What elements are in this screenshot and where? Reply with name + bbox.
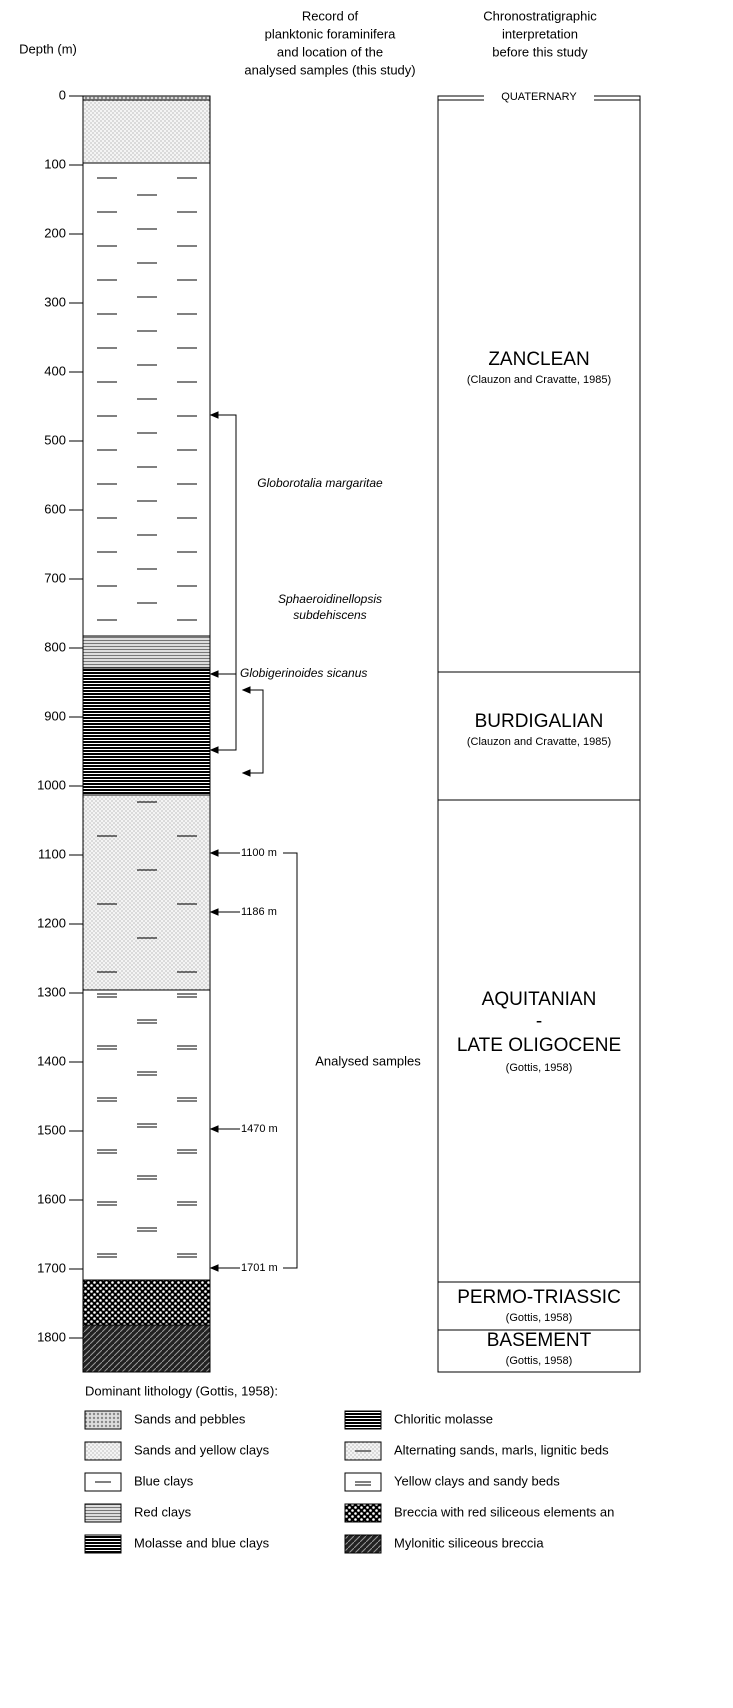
sample-label: 1701 m xyxy=(241,1262,278,1274)
stage-source: (Gottis, 1958) xyxy=(506,1355,573,1367)
annotation: Globorotalia margaritae xyxy=(257,476,383,490)
depth-tick-label: 500 xyxy=(44,432,66,447)
depth-tick-label: 1300 xyxy=(37,984,66,999)
stage-name: BURDIGALIAN xyxy=(475,711,604,732)
depth-tick-label: 1700 xyxy=(37,1260,66,1275)
lithology-column xyxy=(82,95,211,1373)
arrowhead xyxy=(209,849,219,857)
depth-tick-label: 0 xyxy=(59,87,66,102)
depth-tick-label: 900 xyxy=(44,708,66,723)
layer xyxy=(82,95,211,101)
arrowhead xyxy=(209,746,219,754)
depth-tick-label: 100 xyxy=(44,156,66,171)
annotation: Globigerinoides sicanus xyxy=(240,666,367,680)
layer xyxy=(82,99,211,164)
depth-tick-label: 600 xyxy=(44,501,66,516)
stage-source: (Gottis, 1958) xyxy=(506,1312,573,1324)
stage-name: LATE OLIGOCENE xyxy=(457,1035,621,1056)
stage-source: (Clauzon and Cravatte, 1985) xyxy=(467,374,611,386)
layer xyxy=(82,989,211,1281)
depth-tick-label: 400 xyxy=(44,363,66,378)
annotation: Sphaeroidinellopsis xyxy=(278,592,382,606)
legend-label: Sands and yellow clays xyxy=(134,1442,270,1457)
depth-tick-label: 700 xyxy=(44,570,66,585)
label-bg xyxy=(484,90,594,104)
header: analysed samples (this study) xyxy=(244,62,415,77)
bracket xyxy=(250,689,264,774)
annotation: subdehiscens xyxy=(293,608,366,622)
depth-tick-label: 1600 xyxy=(37,1191,66,1206)
stage-name: PERMO-TRIASSIC xyxy=(457,1287,621,1308)
header: interpretation xyxy=(502,26,578,41)
arrowhead xyxy=(209,411,219,419)
arrowhead xyxy=(241,686,251,694)
legend-swatch xyxy=(344,1503,382,1523)
legend-swatch xyxy=(344,1534,382,1554)
legend-swatch xyxy=(344,1410,382,1430)
legend-title: Dominant lithology (Gottis, 1958): xyxy=(85,1383,278,1398)
depth-tick-label: 800 xyxy=(44,639,66,654)
layer xyxy=(82,1324,211,1373)
legend-swatch xyxy=(84,1534,122,1554)
arrowhead xyxy=(209,1264,219,1272)
stage-name: QUATERNARY xyxy=(501,91,577,103)
header: and location of the xyxy=(277,44,383,59)
stage-box xyxy=(437,95,641,1373)
legend: Dominant lithology (Gottis, 1958): Sands … xyxy=(84,1383,614,1554)
legend-swatch xyxy=(84,1441,122,1461)
stage-name: - xyxy=(536,1011,542,1032)
layer xyxy=(82,162,211,637)
arrowhead xyxy=(209,908,219,916)
stage-name: BASEMENT xyxy=(487,1330,592,1351)
header: Record of xyxy=(302,8,359,23)
legend-label: Blue clays xyxy=(134,1473,194,1488)
depth-label: Depth (m) xyxy=(19,41,77,56)
stage-source: (Gottis, 1958) xyxy=(506,1062,573,1074)
layer xyxy=(82,667,211,796)
depth-tick-label: 200 xyxy=(44,225,66,240)
layer xyxy=(82,794,211,991)
sample-label: 1186 m xyxy=(241,906,277,918)
legend-label: Molasse and blue clays xyxy=(134,1535,270,1550)
chrono-column xyxy=(437,95,641,1373)
depth-tick-label: 1100 xyxy=(38,846,66,861)
bracket xyxy=(283,852,298,1269)
bracket xyxy=(222,414,237,751)
legend-swatch xyxy=(84,1503,122,1523)
header: Chronostratigraphic xyxy=(483,8,597,23)
annotations: Globorotalia margaritae Sphaeroidinellops… xyxy=(209,411,421,1274)
depth-tick-label: 1200 xyxy=(37,915,66,930)
arrowhead xyxy=(241,769,251,777)
header: planktonic foraminifera xyxy=(265,26,397,41)
depth-tick-label: 1400 xyxy=(37,1053,66,1068)
header: before this study xyxy=(492,44,588,59)
stage-name: AQUITANIAN xyxy=(482,989,597,1010)
depth-tick-label: 1000 xyxy=(37,777,66,792)
legend-label: Sands and pebbles xyxy=(134,1411,246,1426)
layer xyxy=(82,1279,211,1326)
stage-source: (Clauzon and Cravatte, 1985) xyxy=(467,736,611,748)
legend-label: Alternating sands, marls, lignitic beds xyxy=(394,1442,609,1457)
legend-label: Breccia with red siliceous elements an xyxy=(394,1504,614,1519)
annotation: Analysed samples xyxy=(315,1053,421,1068)
legend-label: Yellow clays and sandy beds xyxy=(394,1473,560,1488)
arrowhead xyxy=(209,1125,219,1133)
layer xyxy=(82,635,211,669)
legend-label: Red clays xyxy=(134,1504,192,1519)
depth-tick-label: 1500 xyxy=(37,1122,66,1137)
legend-swatch xyxy=(84,1410,122,1430)
arrowhead xyxy=(209,670,219,678)
sample-label: 1470 m xyxy=(241,1123,278,1135)
stage-name: ZANCLEAN xyxy=(488,349,589,370)
depth-tick-label: 1800 xyxy=(37,1329,66,1344)
legend-label: Mylonitic siliceous breccia xyxy=(394,1535,544,1550)
legend-label: Chloritic molasse xyxy=(394,1411,493,1426)
sample-label: 1100 m xyxy=(241,847,277,859)
depth-tick-label: 300 xyxy=(44,294,66,309)
